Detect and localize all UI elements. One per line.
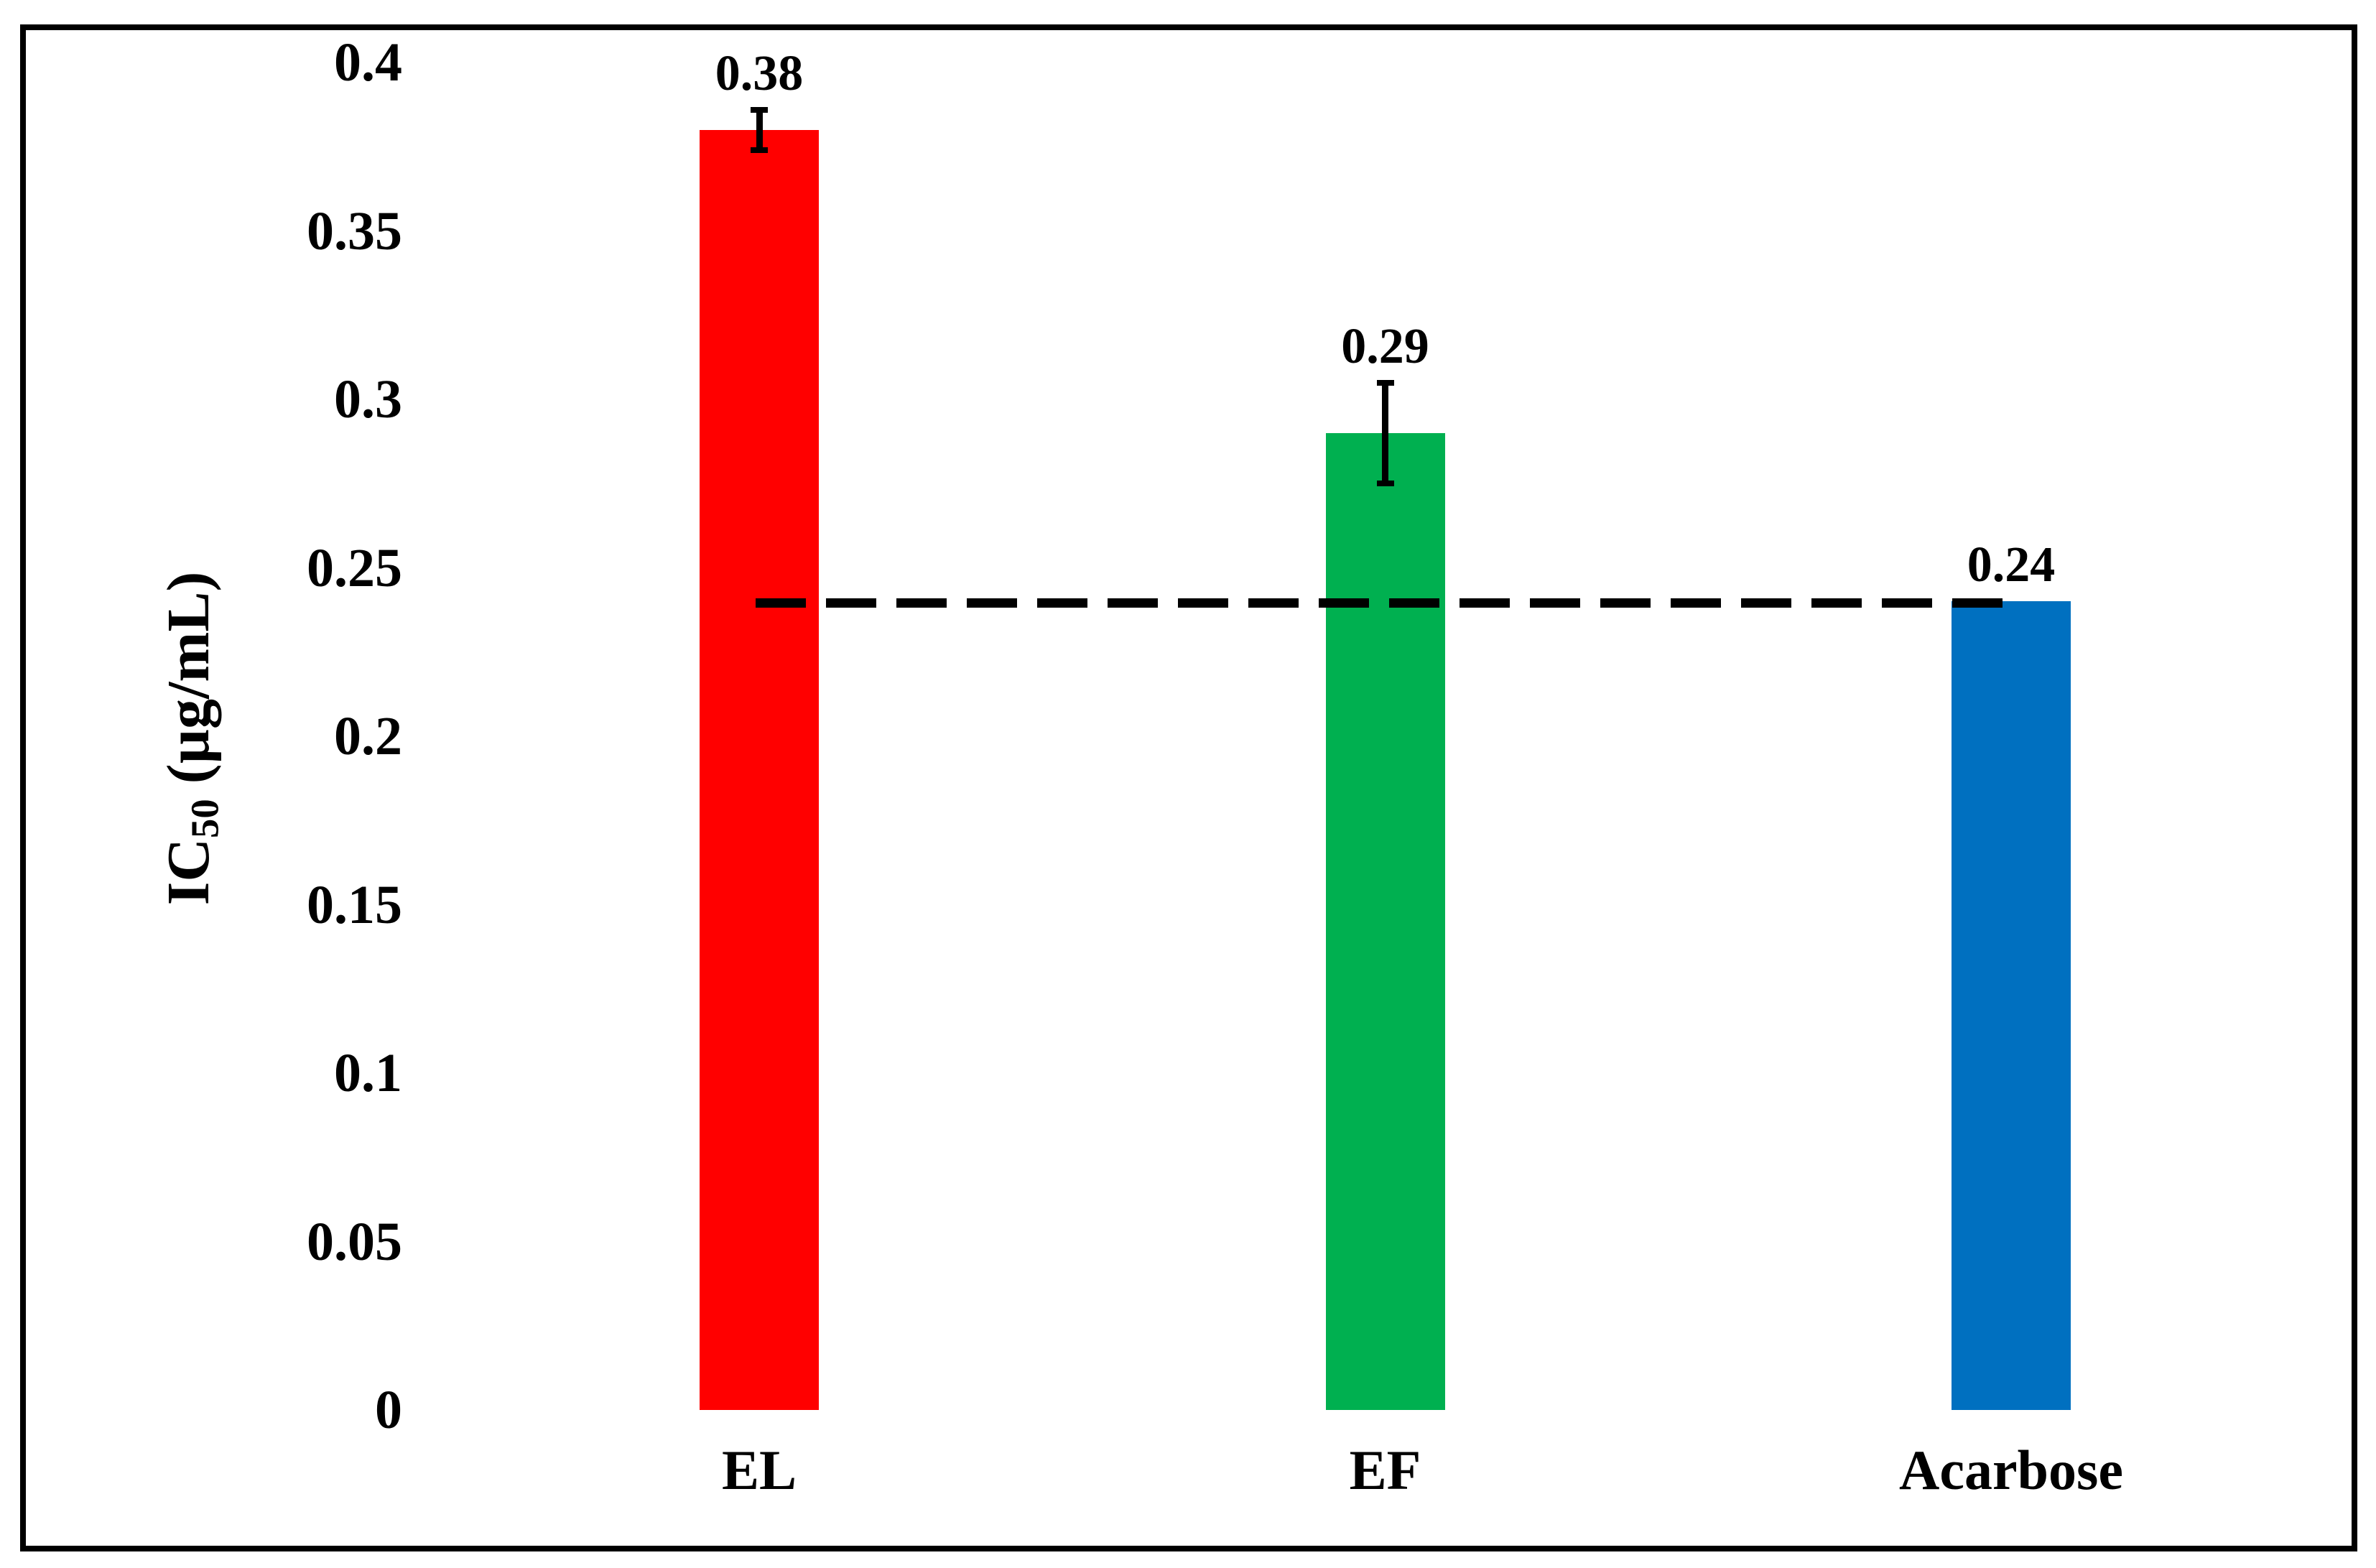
y-tick-label: 0.15 bbox=[307, 874, 402, 935]
y-axis-title-subscript: 50 bbox=[182, 799, 227, 838]
y-tick-label: 0.05 bbox=[307, 1211, 402, 1272]
bar-value-label: 0.24 bbox=[1967, 537, 2056, 593]
bar-el bbox=[700, 129, 819, 1410]
bar-acarbose bbox=[1952, 601, 2071, 1410]
y-tick-label: 0.2 bbox=[334, 706, 402, 766]
error-bar-top-cap bbox=[1376, 379, 1394, 386]
x-category-label: EF bbox=[1349, 1439, 1421, 1501]
y-tick-label: 0.1 bbox=[334, 1043, 402, 1103]
bar-ef bbox=[1325, 432, 1445, 1410]
y-tick-label: 0.3 bbox=[334, 369, 402, 430]
error-bar-top-cap bbox=[751, 106, 768, 113]
error-bar-line bbox=[756, 109, 763, 150]
error-bar-line bbox=[1382, 382, 1388, 484]
y-tick-label: 0.4 bbox=[334, 32, 402, 93]
figure-border bbox=[20, 24, 2357, 1551]
x-category-label: Acarbose bbox=[1899, 1439, 2123, 1501]
error-bar-bottom-cap bbox=[751, 147, 768, 153]
bar-value-label: 0.29 bbox=[1341, 318, 1429, 374]
y-tick-label: 0.25 bbox=[307, 537, 402, 598]
y-tick-label: 0 bbox=[375, 1380, 402, 1440]
reference-dashed-line bbox=[756, 598, 2020, 608]
y-tick-label: 0.35 bbox=[307, 200, 402, 261]
x-category-label: EL bbox=[721, 1439, 797, 1501]
bar-value-label: 0.38 bbox=[715, 45, 804, 101]
y-axis-title-unit: (µg/mL) bbox=[155, 571, 222, 799]
error-bar-bottom-cap bbox=[1376, 481, 1394, 487]
